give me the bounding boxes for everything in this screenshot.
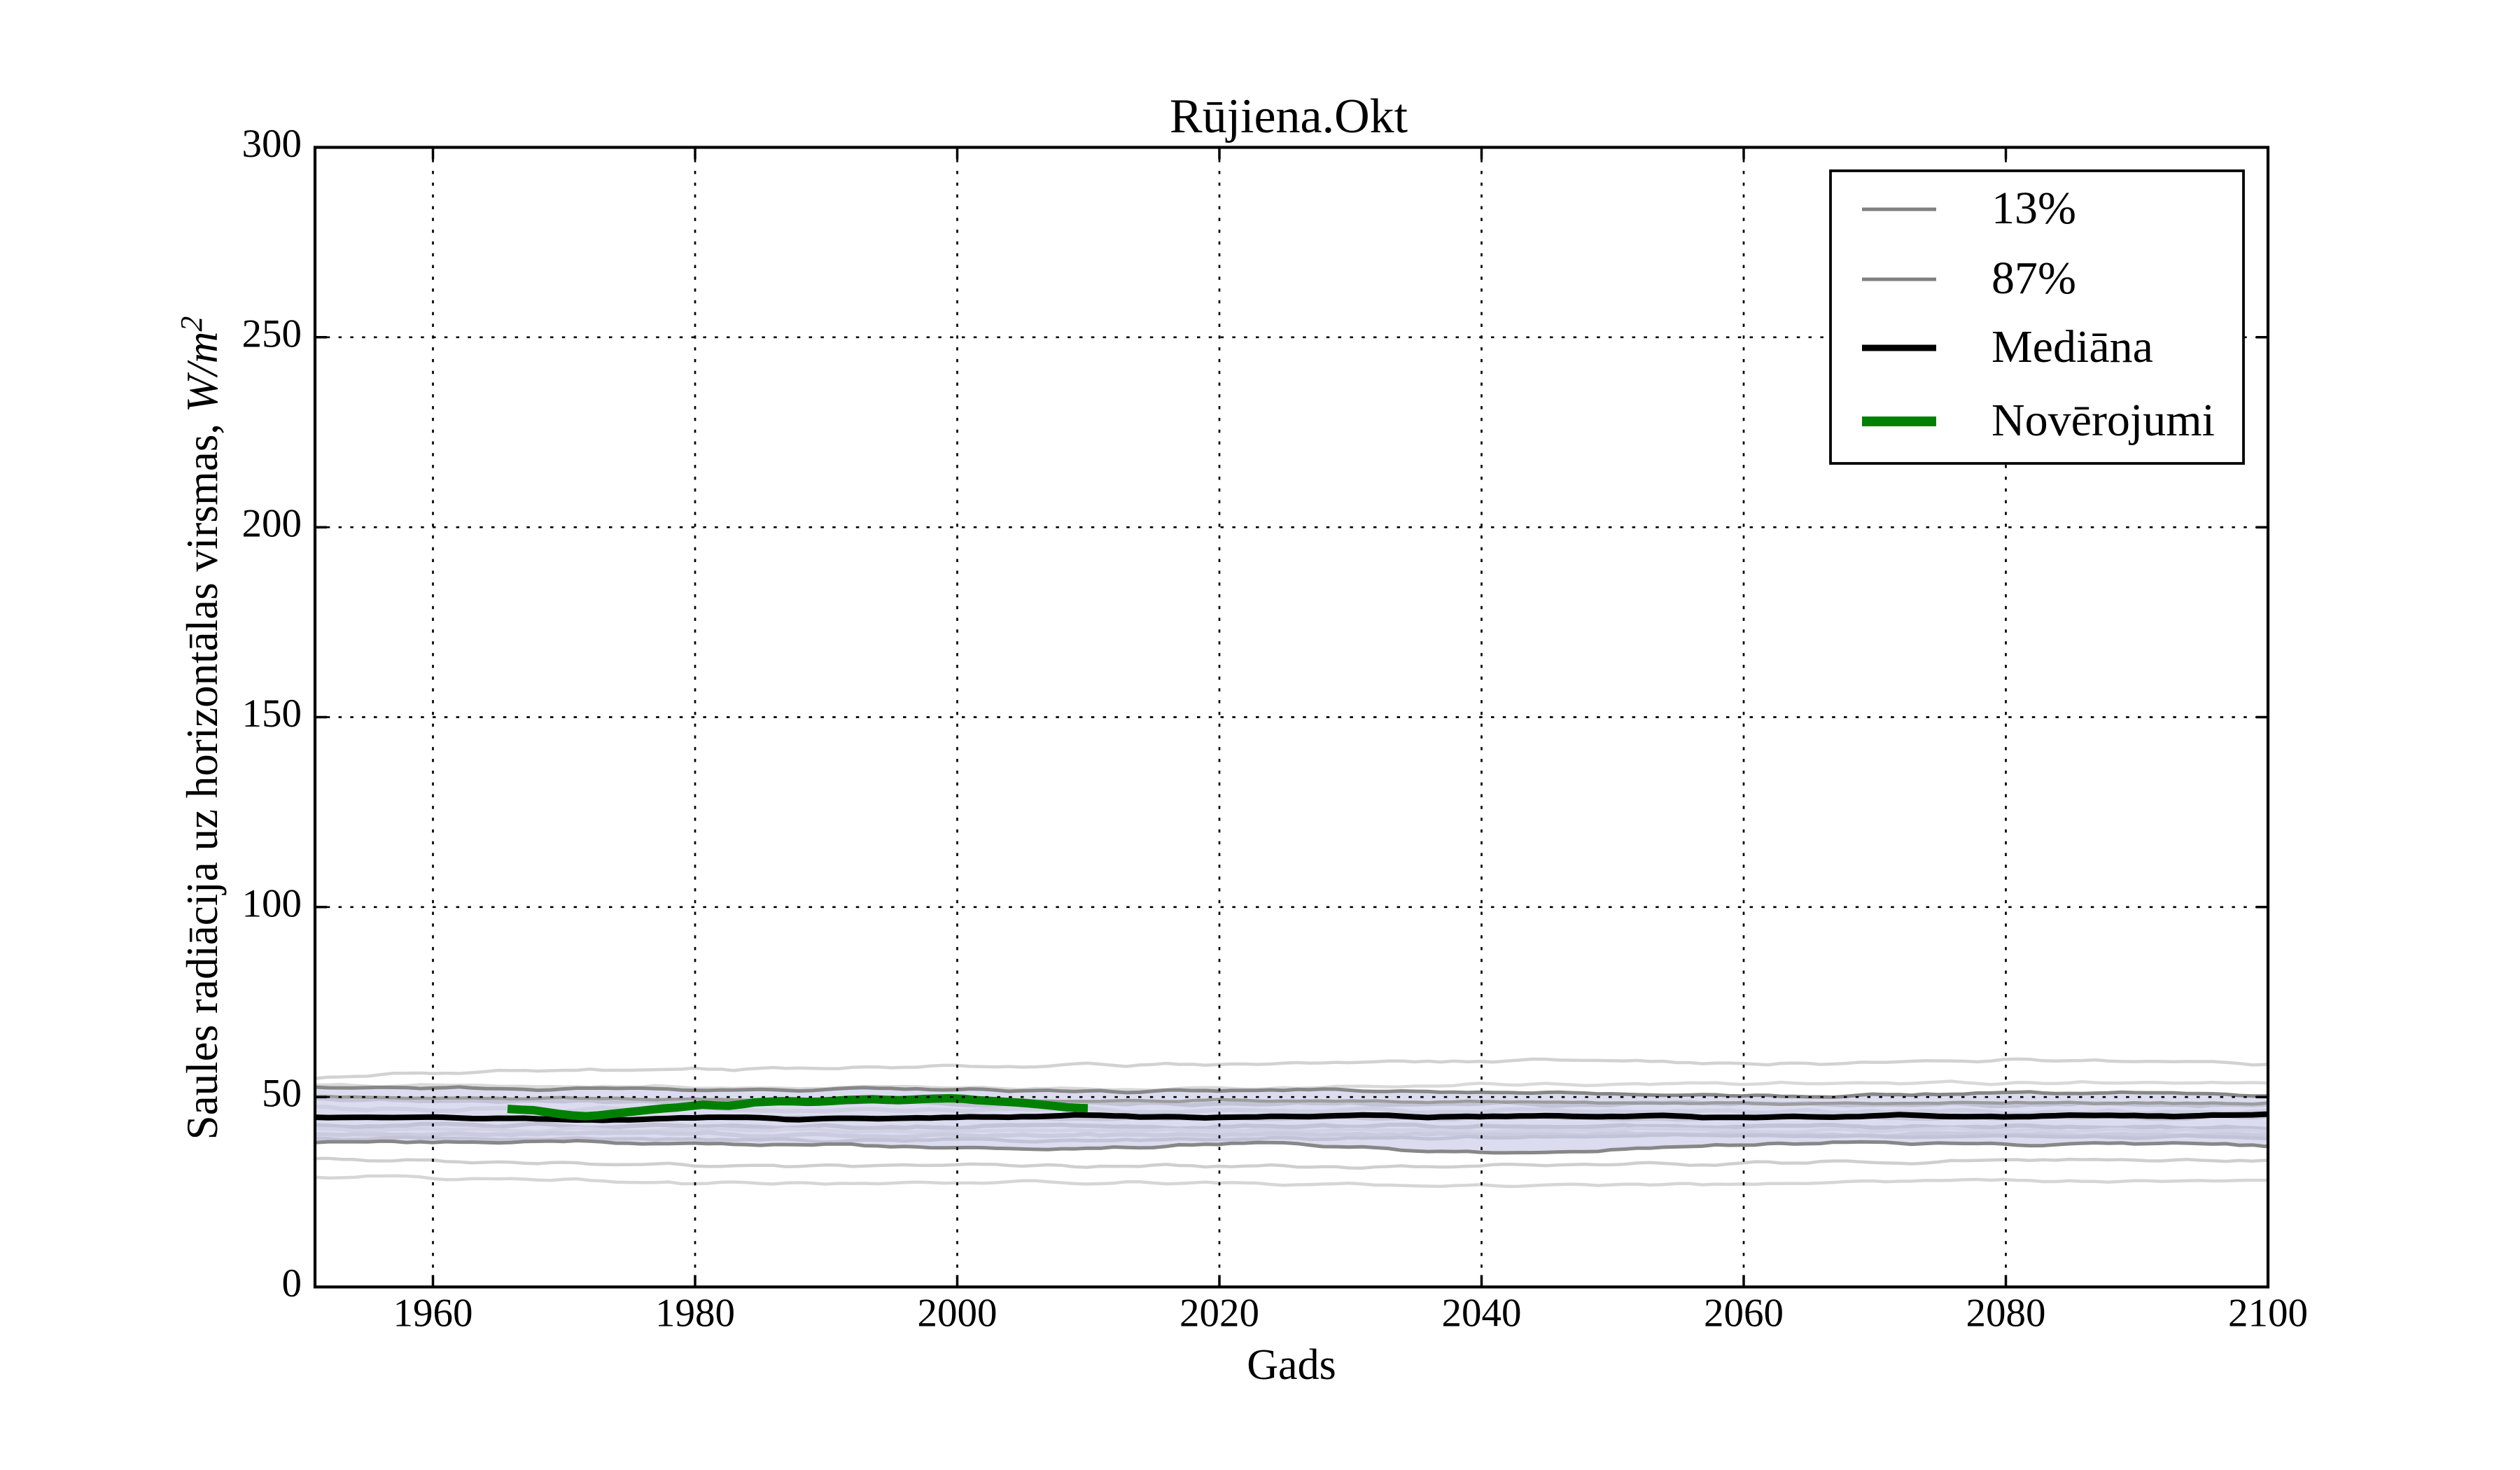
svg-text:Saules radiācija uz horizontāl: Saules radiācija uz horizontālas virsmas… xyxy=(174,316,227,1140)
svg-text:1980: 1980 xyxy=(655,1292,735,1336)
svg-text:50: 50 xyxy=(262,1072,302,1116)
svg-text:Mediāna: Mediāna xyxy=(1991,321,2153,372)
svg-text:200: 200 xyxy=(242,502,302,546)
svg-text:1960: 1960 xyxy=(393,1292,473,1336)
svg-text:Rūjiena.Okt: Rūjiena.Okt xyxy=(1170,90,1408,144)
svg-text:Gads: Gads xyxy=(1247,1341,1336,1389)
svg-text:2020: 2020 xyxy=(1180,1292,1259,1336)
svg-text:150: 150 xyxy=(242,692,302,736)
svg-text:2100: 2100 xyxy=(2228,1292,2308,1336)
svg-text:13%: 13% xyxy=(1991,183,2076,234)
svg-text:Novērojumi: Novērojumi xyxy=(1991,395,2215,446)
svg-text:2080: 2080 xyxy=(1966,1292,2046,1336)
svg-text:2000: 2000 xyxy=(918,1292,997,1336)
svg-text:2040: 2040 xyxy=(1442,1292,1522,1336)
svg-text:300: 300 xyxy=(242,122,302,166)
svg-text:250: 250 xyxy=(242,312,302,356)
svg-text:0: 0 xyxy=(282,1261,302,1306)
svg-text:100: 100 xyxy=(242,881,302,925)
svg-text:87%: 87% xyxy=(1991,253,2076,304)
svg-text:2060: 2060 xyxy=(1704,1292,1784,1336)
